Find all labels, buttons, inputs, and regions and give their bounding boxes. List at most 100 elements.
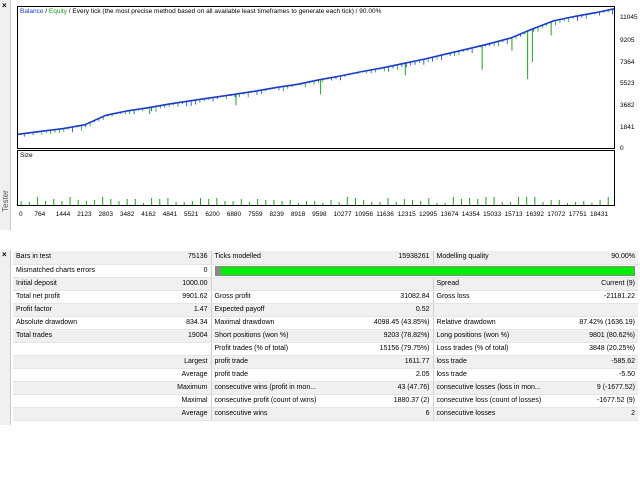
report-value [551, 303, 638, 317]
report-label: consecutive wins [210, 407, 327, 421]
legend-model-description: Every tick (the most precise method base… [72, 8, 354, 15]
x-tick-label: 17072 [547, 211, 566, 218]
legend-separator: / [353, 8, 360, 15]
legend-balance: Balance [20, 8, 44, 15]
x-tick-label: 0 [19, 211, 23, 218]
x-tick-label: 18431 [590, 211, 609, 218]
report-label [432, 303, 551, 317]
report-value: Largest [161, 355, 211, 369]
legend-quality: 90.00% [359, 8, 382, 15]
x-tick-label: 2123 [77, 211, 92, 218]
report-label: Spread [432, 277, 551, 291]
report-label: Expected payoff [210, 303, 327, 317]
report-value: Current (9) [551, 277, 638, 291]
report-label: Bars in test [13, 251, 161, 265]
report-label [13, 342, 161, 356]
report-label: profit trade [210, 368, 327, 382]
report-value: 834.34 [161, 316, 211, 330]
report-row: Maximum consecutive wins (profit in mon..… [13, 381, 638, 395]
x-tick-label: 5521 [183, 211, 199, 218]
close-icon[interactable]: × [2, 1, 7, 10]
report-label: consecutive losses (loss in mon... [432, 381, 551, 395]
x-tick-label: 17751 [568, 211, 587, 218]
x-tick-label: 10277 [333, 211, 352, 218]
x-tick-label: 15033 [483, 211, 502, 218]
x-tick-label: 12315 [397, 211, 416, 218]
report-row: Total net profit 9901.62 Gross profit 31082… [13, 290, 638, 304]
tester-report-panel: × Bars in test 75136 Ticks modelled 1593826… [0, 250, 640, 425]
report-label [13, 355, 161, 369]
report-label: Short positions (won %) [210, 329, 327, 343]
x-tick-label: 7559 [248, 211, 263, 218]
report-value: -5.50 [551, 368, 638, 382]
report-value: 1000.00 [161, 277, 211, 291]
report-label: Absolute drawdown [13, 316, 161, 330]
x-tick-label: 6200 [205, 211, 220, 218]
report-row: Largest profit trade 1611.77 loss trade -585… [13, 355, 638, 369]
chart-svg [17, 8, 615, 205]
report-label: Profit trades (% of total) [210, 342, 327, 356]
report-value: 2 [551, 407, 638, 421]
report-label: profit trade [210, 355, 327, 369]
report-value: 4098.45 (43.85%) [327, 316, 433, 330]
report-row: Absolute drawdown 834.34 Maximal drawdown 4… [13, 316, 638, 330]
report-side-strip: × [0, 250, 11, 425]
report-value: 15156 (79.75%) [327, 342, 433, 356]
report-value: 15938261 [327, 251, 433, 265]
report-value: Average [161, 368, 211, 382]
report-row: Initial deposit 1000.00 Spread Current (9) [13, 277, 638, 291]
legend-separator: / [67, 8, 73, 15]
y-tick-label: 11045 [620, 14, 638, 21]
quality-bar-track [214, 265, 635, 276]
x-tick-label: 14354 [461, 211, 480, 218]
report-label: consecutive profit (count of wins) [210, 394, 327, 408]
report-label: Loss trades (% of total) [432, 342, 551, 356]
report-label: Gross loss [432, 290, 551, 304]
x-tick-label: 16392 [525, 211, 544, 218]
close-icon[interactable]: × [2, 250, 7, 259]
report-value: 1880.37 (2) [327, 394, 433, 408]
report-value: Average [161, 407, 211, 421]
report-label: Long positions (won %) [432, 329, 551, 343]
report-value: 2.05 [327, 368, 433, 382]
modelling-quality-bar [210, 264, 638, 278]
report-label [13, 407, 161, 421]
report-value: 6 [327, 407, 433, 421]
report-value: 9801 (80.62%) [551, 329, 638, 343]
report-value: 90.00% [551, 251, 638, 265]
report-label: Maximal drawdown [210, 316, 327, 330]
x-tick-label: 2803 [98, 211, 113, 218]
report-label [13, 394, 161, 408]
report-label: consecutive losses [432, 407, 551, 421]
quality-bar-fill [220, 266, 634, 275]
report-value: 3848 (20.25%) [551, 342, 638, 356]
x-tick-label: 8918 [290, 211, 306, 218]
report-label [210, 277, 327, 291]
x-tick-label: 4841 [162, 211, 178, 218]
x-tick-label: 764 [34, 211, 46, 218]
report-label: Total net profit [13, 290, 161, 304]
quality-bar-start [215, 266, 221, 275]
report-label: loss trade [432, 355, 551, 369]
report-value: -585.62 [551, 355, 638, 369]
y-tick-label: 7364 [620, 59, 635, 66]
x-tick-label: 8239 [269, 211, 284, 218]
x-tick-label: 9598 [312, 211, 327, 218]
report-value: 9901.62 [161, 290, 211, 304]
report-value [161, 342, 211, 356]
tester-side-strip: × Tester [0, 0, 11, 230]
report-label: consecutive loss (count of losses) [432, 394, 551, 408]
report-value: 19004 [161, 329, 211, 343]
y-tick-label: 5523 [620, 80, 635, 87]
x-tick-label: 1444 [55, 211, 71, 218]
x-tick-label: 13674 [440, 211, 459, 218]
report-value: 9203 (78.82%) [327, 329, 433, 343]
report-label: Modelling quality [432, 251, 551, 265]
report-label: Initial deposit [13, 277, 161, 291]
report-value: 43 (47.76) [327, 381, 433, 395]
balance-line [17, 8, 615, 136]
report-value: -21181.22 [551, 290, 638, 304]
x-tick-label: 4162 [141, 211, 156, 218]
x-tick-label: 10956 [354, 211, 373, 218]
size-pane-label: Size [20, 152, 33, 159]
